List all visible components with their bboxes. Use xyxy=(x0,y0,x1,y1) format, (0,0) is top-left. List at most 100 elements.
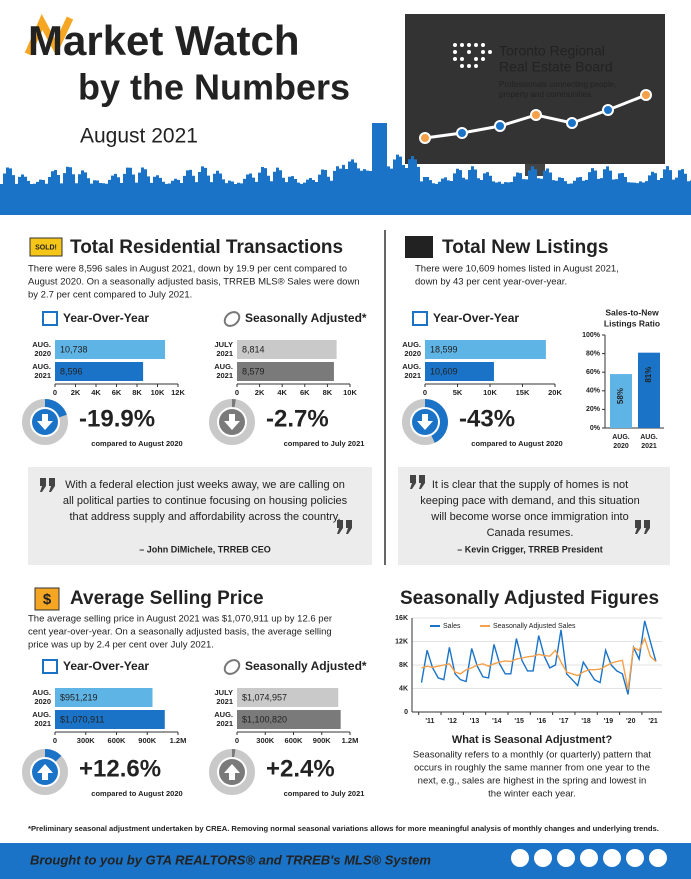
board-name: Real Estate Board xyxy=(499,59,613,75)
gauge-arc xyxy=(44,399,67,418)
title-accent xyxy=(24,14,74,56)
paragraph-line: Canada resumes. xyxy=(487,527,574,539)
board-logo xyxy=(453,43,492,68)
change-note: compared to August 2020 xyxy=(91,789,182,798)
gauge-arrow xyxy=(224,414,240,430)
ratio-title: Sales-to-New xyxy=(605,307,659,317)
paragraph-line: all political parties to continue focusi… xyxy=(63,495,348,507)
bar-value: 8,579 xyxy=(242,366,265,376)
y-tick-label: 0 xyxy=(404,709,408,716)
panel-title: Seasonally Adjusted* xyxy=(245,659,367,673)
calendar-icon xyxy=(42,659,58,674)
tick-label: 10K xyxy=(483,388,497,397)
badge-text: SOLD! xyxy=(35,244,57,251)
x-tick-label: '19 xyxy=(604,718,614,725)
subtitle: What is Seasonal Adjustment? xyxy=(452,734,613,746)
quote-mark xyxy=(337,520,352,534)
bar xyxy=(237,710,341,729)
bar-label: 2021 xyxy=(216,349,233,358)
paragraph-line: There were 8,596 sales in August 2021, d… xyxy=(28,264,347,275)
bar-label: AUG. xyxy=(402,362,421,371)
tick-label: 300K xyxy=(77,736,96,745)
section-title: Total Residential Transactions xyxy=(70,237,343,258)
bar-label: 2021 xyxy=(216,697,233,706)
title: Market Watch xyxy=(28,17,300,64)
bar-label: 2021 xyxy=(216,371,233,380)
quote-mark xyxy=(40,478,55,492)
paragraph-line: the winter each year. xyxy=(488,789,576,800)
board-screen xyxy=(405,14,665,164)
y-tick-label: 8K xyxy=(399,662,408,669)
paragraph-line: Seasonality refers to a monthly (or quar… xyxy=(413,750,652,761)
tick-label: 600K xyxy=(108,736,127,745)
x-tick-label: '17 xyxy=(559,718,569,725)
bar-label: 2021 xyxy=(34,719,51,728)
bar-label: 2021 xyxy=(216,719,233,728)
paragraph-line: occurs in roughly the same manner from o… xyxy=(414,763,650,774)
bar-label: 2020 xyxy=(34,697,51,706)
tick-label: 40% xyxy=(586,388,601,395)
screen-dots xyxy=(419,89,652,144)
leaf-icon xyxy=(223,311,241,327)
bar-label: AUG. xyxy=(32,710,51,719)
category-label: AUG. xyxy=(612,434,630,441)
legend-label: Sales xyxy=(443,623,461,630)
skyline-base xyxy=(0,200,691,215)
skyline xyxy=(0,123,691,215)
bar-label: AUG. xyxy=(402,340,421,349)
paragraph-line: keeping pace with demand, and this situa… xyxy=(420,495,640,507)
tick-label: 8K xyxy=(132,388,142,397)
change-note: compared to August 2020 xyxy=(471,439,562,448)
x-tick-label: '18 xyxy=(581,718,591,725)
paragraph-line: next, e.g., sales are highest in the spr… xyxy=(418,776,647,787)
badge-text: $ xyxy=(43,591,52,608)
change-note: compared to July 2021 xyxy=(284,789,365,798)
tick-label: 4K xyxy=(91,388,101,397)
panel-title: Year-Over-Year xyxy=(433,311,519,325)
tick-label: 900K xyxy=(313,736,332,745)
badge xyxy=(405,236,433,258)
bar xyxy=(237,340,337,359)
tick-label: 1.2M xyxy=(170,736,187,745)
tagline: property and communities. xyxy=(499,90,593,99)
paragraph-line: It is clear that the supply of homes is … xyxy=(432,479,628,491)
social-icons[interactable] xyxy=(511,849,667,867)
footnote: *Preliminary seasonal adjustment underta… xyxy=(28,824,659,833)
gauge-arrow xyxy=(224,764,240,780)
change-note: compared to July 2021 xyxy=(284,439,365,448)
tick-label: 10K xyxy=(343,388,357,397)
tick-label: 8K xyxy=(323,388,333,397)
tick-label: 80% xyxy=(586,350,601,357)
bar xyxy=(425,362,494,381)
bar xyxy=(237,688,339,707)
quote-author: – Kevin Crigger, TRREB President xyxy=(457,544,603,554)
tick-label: 0% xyxy=(590,425,601,432)
tick-label: 900K xyxy=(138,736,157,745)
bar-label: AUG. xyxy=(32,340,51,349)
tick-label: 6K xyxy=(112,388,122,397)
bar xyxy=(425,340,546,359)
change-value: +2.4% xyxy=(266,755,335,782)
tick-label: 20K xyxy=(548,388,562,397)
footer-text: Brought to you by GTA REALTORS® and TRRE… xyxy=(30,852,431,867)
tick-label: 20% xyxy=(586,406,601,413)
bar-value: 8,814 xyxy=(242,344,265,354)
tick-label: 100% xyxy=(582,332,601,339)
bar-value: 8,596 xyxy=(60,366,83,376)
change-note: compared to August 2020 xyxy=(91,439,182,448)
paragraph-line: August 2020. On a seasonally adjusted ba… xyxy=(28,277,360,288)
gauge-arrow xyxy=(417,414,433,430)
badge xyxy=(34,587,60,611)
paragraph-line: With a federal election just weeks away,… xyxy=(65,479,345,491)
panel-title: Year-Over-Year xyxy=(63,311,149,325)
tick-label: 10K xyxy=(151,388,165,397)
x-tick-label: '14 xyxy=(492,718,502,725)
quote-box xyxy=(398,467,670,565)
x-tick-label: '16 xyxy=(537,718,547,725)
legend-label: Seasonally Adjusted Sales xyxy=(493,623,576,630)
bar-value: 10,738 xyxy=(60,344,88,354)
section-title: Average Selling Price xyxy=(70,588,264,609)
badge-text: SALE xyxy=(410,248,428,255)
bar xyxy=(237,362,334,381)
bar-label: JULY xyxy=(215,688,233,697)
